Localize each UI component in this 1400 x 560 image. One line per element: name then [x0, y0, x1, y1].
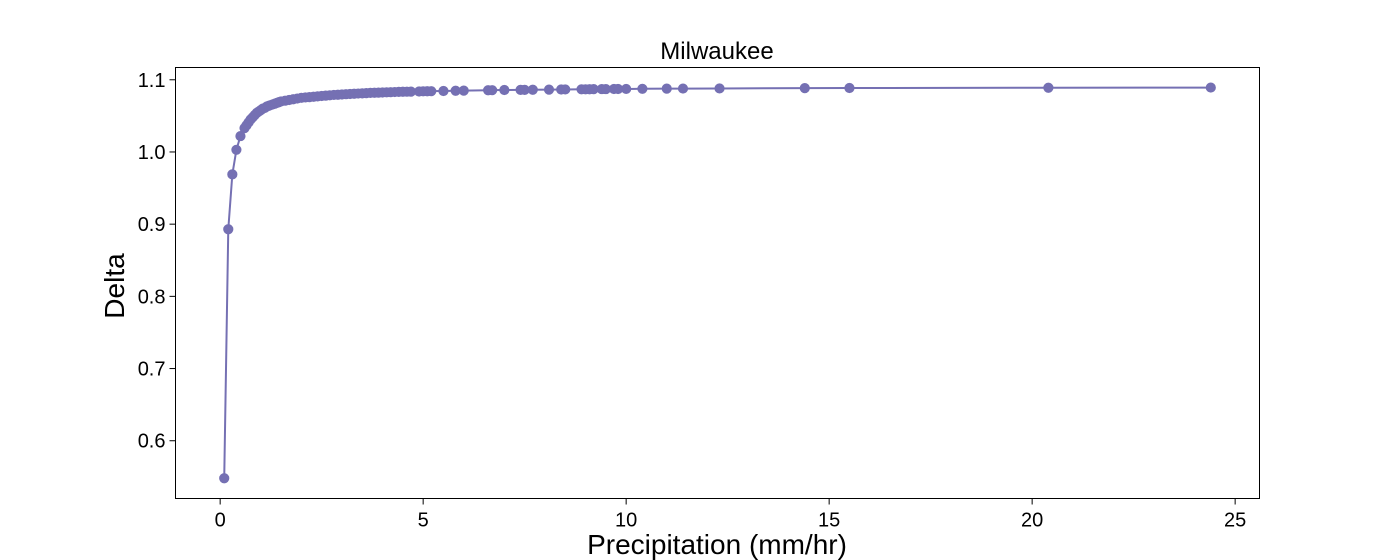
- data-point: [844, 82, 855, 94]
- y-tick-label: 0.9: [138, 214, 166, 236]
- y-tick-label: 1.1: [138, 70, 166, 92]
- y-axis: 0.6 0.7 0.8 0.9 1.0 1.1: [138, 70, 176, 453]
- data-point: [1043, 82, 1054, 93]
- data-point: [661, 83, 672, 94]
- data-point: [543, 84, 555, 95]
- data-point: [487, 85, 498, 96]
- data-point: [231, 144, 242, 155]
- data-point: [227, 169, 238, 180]
- data-point: [527, 84, 538, 95]
- data-point: [560, 84, 571, 95]
- data-point: [677, 83, 689, 94]
- x-tick-label: 15: [818, 510, 840, 532]
- y-tick-label: 0.6: [138, 431, 166, 453]
- x-axis-label: Precipitation (mm/hr): [587, 529, 847, 560]
- data-point: [799, 83, 810, 94]
- data-point: [219, 473, 230, 484]
- chart-title: Milwaukee: [660, 38, 773, 65]
- data-point: [714, 83, 725, 94]
- x-tick-label: 10: [615, 510, 637, 532]
- data-point: [458, 85, 469, 96]
- y-tick-label: 0.8: [138, 286, 166, 308]
- series-layer: [219, 82, 1216, 484]
- data-point: [621, 83, 632, 95]
- x-tick-label: 25: [1224, 510, 1246, 532]
- x-tick-label: 5: [418, 510, 429, 532]
- data-point: [438, 85, 449, 97]
- data-point: [235, 130, 246, 142]
- data-point: [426, 86, 437, 97]
- y-axis-label: Delta: [99, 253, 130, 319]
- x-tick-label: 20: [1021, 510, 1043, 532]
- x-tick-label: 0: [215, 510, 226, 532]
- series-line: [223, 86, 1212, 480]
- y-tick-label: 1.0: [138, 142, 166, 164]
- data-point: [223, 224, 234, 235]
- data-point: [499, 84, 510, 96]
- y-tick-label: 0.7: [138, 359, 166, 381]
- data-point: [1205, 82, 1216, 93]
- x-axis: 0 5 10 15 20 25: [215, 498, 1246, 532]
- data-point: [637, 83, 648, 94]
- plot-area-frame: [175, 67, 1260, 499]
